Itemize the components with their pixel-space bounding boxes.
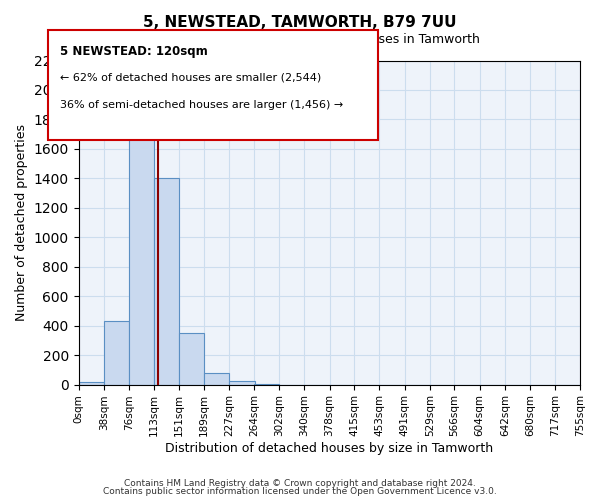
Text: 5, NEWSTEAD, TAMWORTH, B79 7UU: 5, NEWSTEAD, TAMWORTH, B79 7UU — [143, 15, 457, 30]
Text: Contains public sector information licensed under the Open Government Licence v3: Contains public sector information licen… — [103, 487, 497, 496]
Text: Contains HM Land Registry data © Crown copyright and database right 2024.: Contains HM Land Registry data © Crown c… — [124, 478, 476, 488]
Bar — [154, 178, 179, 384]
Text: 36% of semi-detached houses are larger (1,456) →: 36% of semi-detached houses are larger (… — [60, 100, 343, 110]
Bar — [104, 322, 129, 384]
Text: Size of property relative to detached houses in Tamworth: Size of property relative to detached ho… — [121, 32, 479, 46]
Bar — [79, 382, 104, 384]
Bar — [204, 373, 229, 384]
Text: 5 NEWSTEAD: 120sqm: 5 NEWSTEAD: 120sqm — [60, 45, 208, 58]
Bar — [179, 333, 204, 384]
Text: ← 62% of detached houses are smaller (2,544): ← 62% of detached houses are smaller (2,… — [60, 72, 321, 83]
X-axis label: Distribution of detached houses by size in Tamworth: Distribution of detached houses by size … — [165, 442, 493, 455]
Bar — [129, 120, 154, 384]
Bar — [229, 381, 254, 384]
Y-axis label: Number of detached properties: Number of detached properties — [15, 124, 28, 321]
